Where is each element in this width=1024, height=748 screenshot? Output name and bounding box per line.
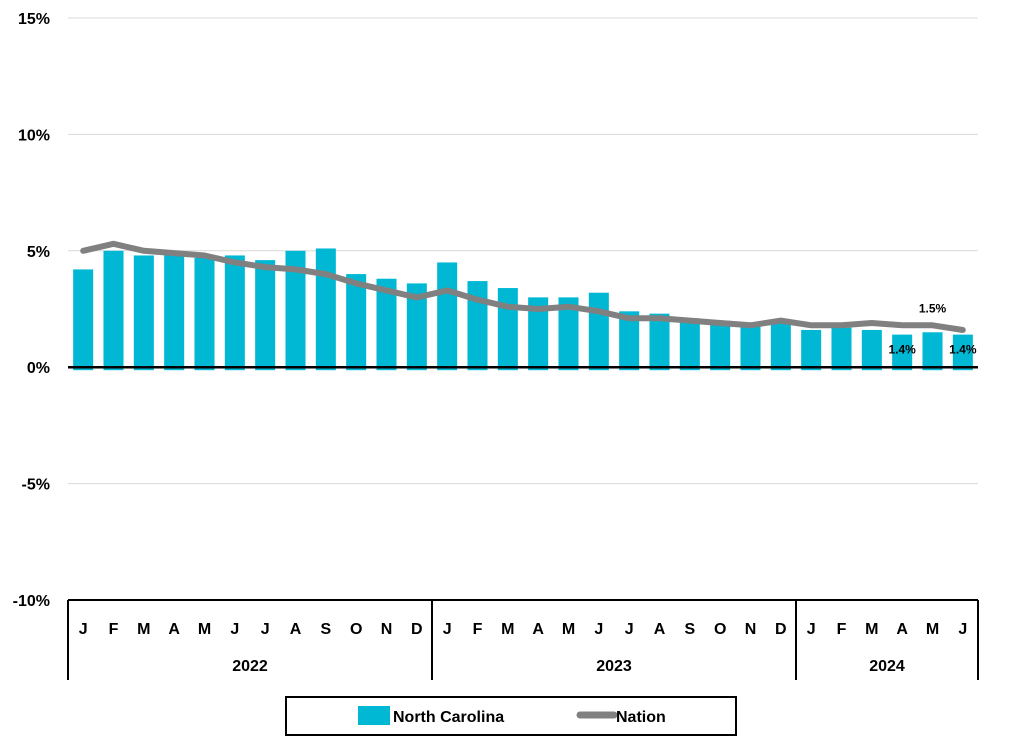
x-tick-label: J xyxy=(958,621,967,638)
x-tick-label: A xyxy=(168,621,180,638)
x-tick-label: F xyxy=(837,621,847,638)
y-tick-label: -10% xyxy=(13,593,50,610)
legend-label-nation: Nation xyxy=(616,709,666,726)
bar-north-carolina xyxy=(437,262,458,371)
x-axis: J F M A M J J A S O N D J F M A M J J A S O N D J F M A M J 2022 2023 20… xyxy=(67,599,979,680)
x-tick-label: S xyxy=(684,621,695,638)
x-tick-label: J xyxy=(625,621,634,638)
x-tick-label: S xyxy=(320,621,331,638)
bar-north-carolina xyxy=(801,329,822,371)
x-tick-label: A xyxy=(532,621,544,638)
x-tick-label: A xyxy=(896,621,908,638)
x-tick-label: J xyxy=(79,621,88,638)
x-tick-label: J xyxy=(443,621,452,638)
x-tick-label: O xyxy=(350,621,362,638)
x-tick-label: F xyxy=(473,621,483,638)
data-labels: 1.4% 1.5% 1.4% xyxy=(888,301,976,356)
bar-north-carolina xyxy=(164,253,185,371)
x-tick-label: M xyxy=(198,621,211,638)
x-tick-label: M xyxy=(926,621,939,638)
bar-north-carolina xyxy=(103,250,124,371)
bar-north-carolina xyxy=(679,318,700,371)
y-tick-label: -5% xyxy=(22,477,50,494)
bar-north-carolina xyxy=(740,322,761,371)
x-tick-label: M xyxy=(501,621,514,638)
bar-north-carolina xyxy=(285,250,306,371)
bar-north-carolina xyxy=(224,255,245,371)
bar-north-carolina xyxy=(194,257,215,371)
legend: North Carolina Nation xyxy=(285,696,737,736)
bar-north-carolina xyxy=(528,297,549,371)
x-tick-label: J xyxy=(261,621,270,638)
bar-north-carolina xyxy=(922,332,943,371)
bar-north-carolina xyxy=(406,283,427,371)
bar-north-carolina xyxy=(861,329,882,371)
bar-north-carolina xyxy=(255,260,276,371)
x-tick-label: A xyxy=(290,621,302,638)
x-tick-label: D xyxy=(775,621,787,638)
x-tick-label: J xyxy=(807,621,816,638)
bar-north-carolina xyxy=(619,311,640,371)
y-tick-label: 15% xyxy=(18,11,50,28)
x-tick-label: M xyxy=(865,621,878,638)
y-tick-label: 0% xyxy=(27,360,50,377)
x-tick-label: J xyxy=(594,621,603,638)
bar-north-carolina xyxy=(649,313,670,371)
bar-north-carolina xyxy=(73,269,94,371)
y-tick-label: 5% xyxy=(27,244,50,261)
bar-north-carolina xyxy=(497,288,518,371)
x-tick-label: M xyxy=(137,621,150,638)
gridlines xyxy=(68,17,978,485)
x-year-label: 2022 xyxy=(232,658,268,675)
line-series xyxy=(80,240,966,333)
bar-north-carolina xyxy=(133,255,154,371)
legend-swatch-north-carolina xyxy=(358,706,390,725)
y-tick-label: 10% xyxy=(18,127,50,144)
bar-north-carolina xyxy=(710,320,731,371)
x-tick-label: A xyxy=(654,621,666,638)
bar-north-carolina xyxy=(892,334,913,371)
bar-north-carolina xyxy=(315,248,336,371)
bar-north-carolina xyxy=(952,334,973,371)
x-year-label: 2024 xyxy=(869,658,905,675)
bar-north-carolina xyxy=(770,320,791,371)
x-tick-label: J xyxy=(230,621,239,638)
bar-north-carolina xyxy=(558,297,579,371)
x-tick-label: N xyxy=(381,621,393,638)
bar-north-carolina xyxy=(588,292,609,371)
y-axis-ticks: 15% 10% 5% 0% -5% -10% xyxy=(13,11,50,610)
data-label: 1.4% xyxy=(949,343,977,357)
x-tick-label: O xyxy=(714,621,726,638)
data-label: 1.5% xyxy=(919,301,947,315)
bar-north-carolina xyxy=(831,327,852,371)
line-nation xyxy=(80,240,966,333)
bar-north-carolina xyxy=(376,278,397,371)
data-label: 1.4% xyxy=(888,343,916,357)
x-tick-label: F xyxy=(109,621,119,638)
x-tick-label: D xyxy=(411,621,423,638)
legend-label-north-carolina: North Carolina xyxy=(393,709,504,726)
x-tick-label: N xyxy=(745,621,757,638)
bar-north-carolina xyxy=(346,274,367,371)
x-tick-label: M xyxy=(562,621,575,638)
legend-box xyxy=(285,696,737,736)
x-year-label: 2023 xyxy=(596,658,632,675)
